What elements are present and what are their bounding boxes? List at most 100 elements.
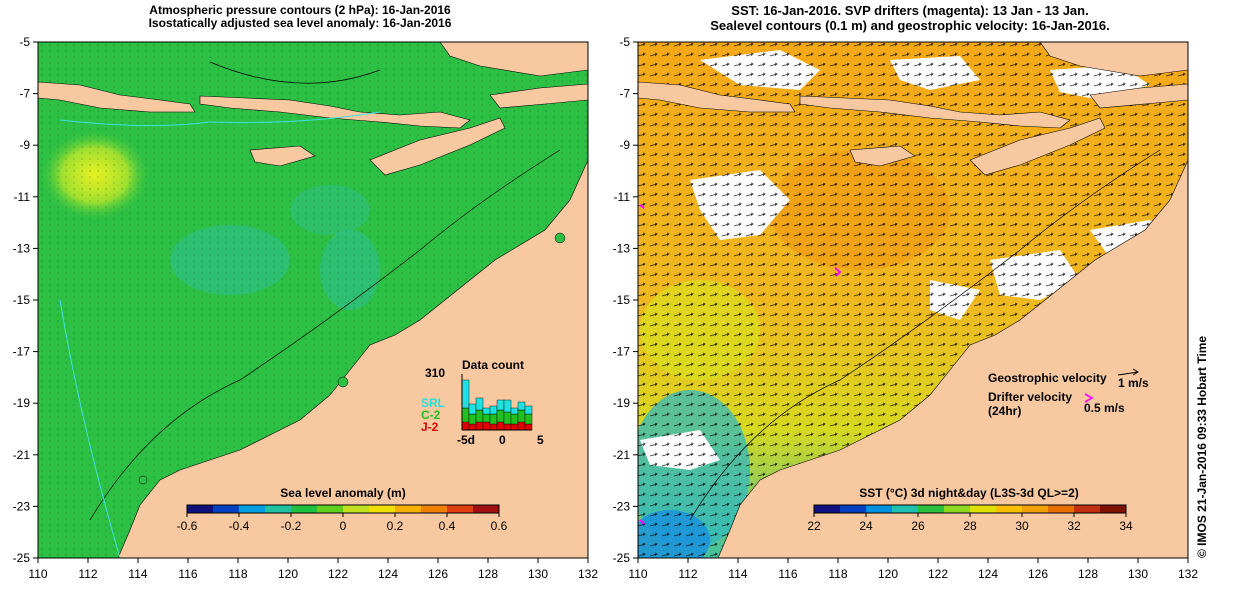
y-tick-label: -7: [619, 87, 630, 101]
x-tick-label: 132: [1178, 567, 1198, 581]
left-panel-title: Atmospheric pressure contours (2 hPa): 1…: [125, 4, 475, 30]
data-count-title: Data count: [462, 358, 524, 372]
colorbar-swatch: [1100, 505, 1127, 513]
right-title-line2: Sealevel contours (0.1 m) and geostrophi…: [710, 18, 1110, 33]
colorbar-swatch: [343, 505, 370, 513]
data-count-bar: [517, 409, 526, 423]
colorbar-tick-label: 30: [1015, 519, 1029, 533]
colorbar-swatch: [447, 505, 474, 513]
colorbar-tick-label: 0.6: [491, 519, 508, 533]
x-tick-label: 120: [878, 567, 898, 581]
colorbar-tick-label: 0: [340, 519, 347, 533]
dc-xtick-1: 0: [499, 433, 506, 447]
y-tick-label: -23: [613, 499, 631, 513]
data-count-bar: [468, 413, 477, 425]
left-title-line2: Isostatically adjusted sea level anomaly…: [148, 16, 452, 30]
lesser-sunda-land: [199, 95, 471, 129]
y-tick-label: -23: [13, 499, 31, 513]
data-count-bar: [496, 409, 505, 423]
drifter-value: 0.5 m/s: [1084, 401, 1125, 415]
right-colorbar-label: SST (°C) 3d night&day (L3S-3d QL>=2): [859, 486, 1079, 500]
right-title-line1: SST: 16-Jan-2016. SVP drifters (magenta)…: [731, 3, 1089, 18]
y-tick-label: -7: [19, 87, 30, 101]
y-tick-label: -19: [13, 396, 31, 410]
data-count-inset: Data count 310 SRL C-2 J-2 -5d 0 5: [421, 358, 544, 447]
sumba-land-r: [849, 145, 916, 167]
x-tick-label: 112: [78, 567, 97, 581]
x-tick-label: 124: [378, 567, 398, 581]
drifter-track-1: [834, 267, 842, 277]
data-count-bar: [475, 421, 484, 431]
data-count-bar: [517, 421, 526, 431]
data-count-bar: [496, 399, 505, 411]
drifter-track-3: [639, 519, 645, 525]
drifter-sublabel: (24hr): [988, 404, 1021, 418]
x-tick-label: 126: [1028, 567, 1048, 581]
colorbar-swatch: [892, 505, 919, 513]
colorbar-tick-label: 22: [807, 519, 821, 533]
x-tick-label: 116: [178, 567, 197, 581]
java-land-r: [638, 81, 796, 113]
y-tick-label: -25: [613, 551, 631, 565]
geostrophic-arrow: [1117, 368, 1139, 376]
x-tick-label: 122: [928, 567, 948, 581]
y-tick-label: -9: [619, 138, 630, 152]
dc-xtick-0: -5d: [457, 433, 475, 447]
x-tick-label: 132: [578, 567, 598, 581]
y-tick-label: -5: [619, 35, 630, 49]
data-count-bar: [489, 413, 498, 425]
timor-land: [369, 117, 506, 176]
colorbar-tick-label: -0.4: [229, 519, 250, 533]
data-count-bar: [510, 407, 519, 415]
x-tick-label: 120: [278, 567, 298, 581]
data-count-bar: [475, 409, 484, 423]
colorbar-swatch: [291, 505, 318, 513]
right-panel-title: SST: 16-Jan-2016. SVP drifters (magenta)…: [660, 3, 1160, 33]
y-tick-label: -13: [13, 241, 31, 255]
colorbar-swatch: [1048, 505, 1075, 513]
y-tick-label: -11: [614, 190, 631, 204]
data-count-bar: [524, 413, 533, 425]
data-count-bar: [461, 379, 470, 409]
colorbar-swatch: [369, 505, 396, 513]
x-tick-label: 128: [1078, 567, 1098, 581]
geostrophic-label: Geostrophic velocity: [988, 371, 1107, 385]
colorbar-swatch: [473, 505, 500, 513]
mission-j2: J-2: [421, 420, 439, 434]
colorbar-swatch: [814, 505, 841, 513]
axis-ticks: 110 112 114 116 118 120 122 124 126 128 130 132 -5 -7…: [13, 35, 1199, 581]
y-tick-label: -25: [13, 551, 31, 565]
colorbar-swatch: [187, 505, 214, 513]
left-title-line1: Atmospheric pressure contours (2 hPa): 1…: [149, 3, 451, 17]
y-tick-label: -9: [19, 138, 30, 152]
lesser-sunda-land-r: [799, 95, 1071, 129]
colorbar-tick-label: 0.2: [387, 519, 404, 533]
left-colorbar-label: Sea level anomaly (m): [280, 486, 405, 500]
data-count-bar: [461, 421, 470, 431]
y-tick-label: -19: [613, 396, 631, 410]
x-tick-label: 122: [328, 567, 348, 581]
north-land-r: [1039, 42, 1188, 77]
drifter-arrow: [1084, 393, 1094, 403]
colorbar-swatch: [840, 505, 867, 513]
data-count-bar: [510, 423, 519, 431]
australia-land-left: [117, 159, 588, 558]
data-count-bar: [489, 423, 498, 431]
north-land: [439, 42, 588, 77]
data-count-max: 310: [425, 366, 445, 380]
colorbar-swatch: [317, 505, 344, 513]
colorbar-tick-label: 24: [859, 519, 873, 533]
colorbar-tick-label: 32: [1067, 519, 1081, 533]
data-count-bar: [482, 407, 491, 415]
left-colorbar: -0.6 -0.4 -0.2 0 0.2 0.4 0.6: [177, 504, 508, 533]
x-tick-label: 112: [678, 567, 697, 581]
dc-xtick-2: 5: [537, 433, 544, 447]
x-tick-label: 130: [528, 567, 548, 581]
x-tick-label: 110: [628, 567, 647, 581]
colorbar-swatch: [421, 505, 448, 513]
x-tick-label: 118: [828, 567, 847, 581]
x-tick-label: 114: [728, 567, 747, 581]
x-tick-label: 128: [478, 567, 498, 581]
data-count-bar: [503, 399, 512, 413]
